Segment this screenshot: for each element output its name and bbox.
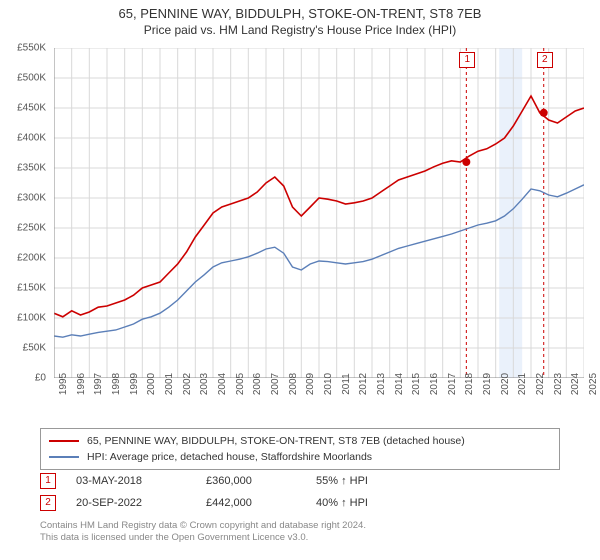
- sale-price-2: £442,000: [206, 497, 316, 509]
- x-tick-label: 2022: [535, 373, 546, 395]
- sale-date-2: 20-SEP-2022: [76, 497, 206, 509]
- sale-price-1: £360,000: [206, 475, 316, 487]
- y-tick-label: £150K: [17, 283, 46, 294]
- title-block: 65, PENNINE WAY, BIDDULPH, STOKE-ON-TREN…: [0, 0, 600, 37]
- x-tick-label: 2014: [394, 373, 405, 395]
- y-tick-label: £450K: [17, 103, 46, 114]
- x-tick-label: 2021: [517, 373, 528, 395]
- x-tick-label: 2013: [376, 373, 387, 395]
- x-tick-label: 2004: [217, 373, 228, 395]
- sale-row-2: 2 20-SEP-2022 £442,000 40% ↑ HPI: [40, 492, 560, 514]
- x-tick-label: 2024: [570, 373, 581, 395]
- x-tick-label: 2017: [447, 373, 458, 395]
- chart-subtitle: Price paid vs. HM Land Registry's House …: [0, 23, 600, 37]
- x-tick-label: 2019: [482, 373, 493, 395]
- sale-row-1: 1 03-MAY-2018 £360,000 55% ↑ HPI: [40, 470, 560, 492]
- x-tick-label: 2015: [411, 373, 422, 395]
- x-tick-label: 1996: [76, 373, 87, 395]
- footer-line-2: This data is licensed under the Open Gov…: [40, 532, 560, 544]
- y-tick-label: £550K: [17, 43, 46, 54]
- footer-line-1: Contains HM Land Registry data © Crown c…: [40, 520, 560, 532]
- x-tick-label: 2025: [588, 373, 599, 395]
- x-tick-label: 2020: [500, 373, 511, 395]
- y-tick-label: £250K: [17, 223, 46, 234]
- x-tick-label: 1999: [129, 373, 140, 395]
- sale-pct-2: 40% ↑ HPI: [316, 497, 426, 509]
- x-tick-label: 2003: [199, 373, 210, 395]
- sale-marker-label-1: 1: [459, 52, 475, 68]
- y-tick-label: £100K: [17, 313, 46, 324]
- x-tick-label: 2001: [164, 373, 175, 395]
- x-tick-label: 1998: [111, 373, 122, 395]
- legend-label-property: 65, PENNINE WAY, BIDDULPH, STOKE-ON-TREN…: [87, 435, 465, 447]
- x-tick-label: 2002: [182, 373, 193, 395]
- sale-marker-label-2: 2: [537, 52, 553, 68]
- legend-box: 65, PENNINE WAY, BIDDULPH, STOKE-ON-TREN…: [40, 428, 560, 470]
- footer-note: Contains HM Land Registry data © Crown c…: [40, 520, 560, 545]
- chart-title: 65, PENNINE WAY, BIDDULPH, STOKE-ON-TREN…: [0, 6, 600, 21]
- x-tick-label: 1997: [93, 373, 104, 395]
- sale-date-1: 03-MAY-2018: [76, 475, 206, 487]
- legend-swatch-property: [49, 440, 79, 442]
- legend-label-hpi: HPI: Average price, detached house, Staf…: [87, 451, 372, 463]
- legend-item-hpi: HPI: Average price, detached house, Staf…: [49, 449, 551, 465]
- chart-svg: [54, 48, 584, 378]
- y-tick-label: £300K: [17, 193, 46, 204]
- x-tick-label: 2010: [323, 373, 334, 395]
- sale-marker-1: 1: [40, 473, 56, 489]
- x-tick-label: 2006: [252, 373, 263, 395]
- chart-plot-area: [54, 48, 584, 378]
- x-tick-label: 2009: [305, 373, 316, 395]
- x-tick-label: 2016: [429, 373, 440, 395]
- x-tick-label: 2018: [464, 373, 475, 395]
- y-tick-label: £400K: [17, 133, 46, 144]
- y-tick-label: £500K: [17, 73, 46, 84]
- legend-item-property: 65, PENNINE WAY, BIDDULPH, STOKE-ON-TREN…: [49, 433, 551, 449]
- x-tick-label: 2012: [358, 373, 369, 395]
- y-tick-label: £50K: [23, 343, 46, 354]
- x-tick-label: 2000: [146, 373, 157, 395]
- y-axis-labels: £0£50K£100K£150K£200K£250K£300K£350K£400…: [0, 48, 50, 378]
- x-tick-label: 2011: [341, 373, 352, 395]
- y-tick-label: £350K: [17, 163, 46, 174]
- chart-container: 65, PENNINE WAY, BIDDULPH, STOKE-ON-TREN…: [0, 0, 600, 560]
- x-tick-label: 2008: [288, 373, 299, 395]
- y-tick-label: £200K: [17, 253, 46, 264]
- x-tick-label: 1995: [58, 373, 69, 395]
- sales-table: 1 03-MAY-2018 £360,000 55% ↑ HPI 2 20-SE…: [40, 470, 560, 514]
- x-tick-label: 2005: [235, 373, 246, 395]
- x-tick-label: 2023: [553, 373, 564, 395]
- sale-pct-1: 55% ↑ HPI: [316, 475, 426, 487]
- y-tick-label: £0: [35, 373, 46, 384]
- legend-swatch-hpi: [49, 456, 79, 458]
- sale-marker-2: 2: [40, 495, 56, 511]
- x-tick-label: 2007: [270, 373, 281, 395]
